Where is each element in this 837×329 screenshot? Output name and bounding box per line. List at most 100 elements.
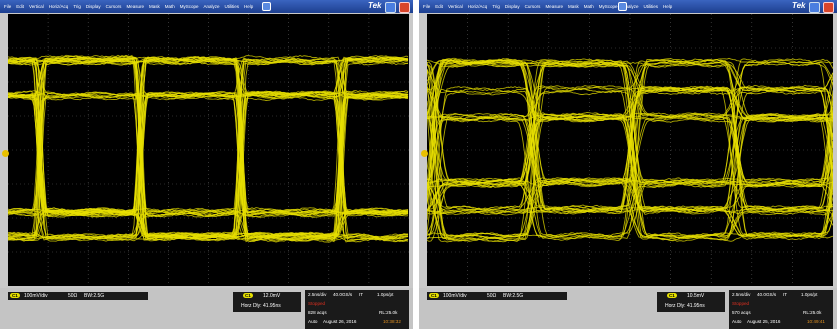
menu-item[interactable]: Math: [584, 4, 594, 9]
channel-readout[interactable]: C1 100mV/div 50Ω BW:2.5G: [8, 292, 148, 300]
time: 10:38:32: [383, 319, 401, 324]
menu-item[interactable]: Mask: [568, 4, 579, 9]
menu-item[interactable]: Trig: [73, 4, 81, 9]
menu-item[interactable]: Help: [244, 4, 253, 9]
menu-item[interactable]: Utilities: [225, 4, 240, 9]
waveform-trace: [8, 91, 408, 217]
resolution: 1.0ps/pt: [377, 292, 393, 297]
brand-logo: Tek: [792, 1, 806, 10]
sample-rate: 40.0GS/s: [757, 292, 776, 297]
waveform-area: [8, 14, 409, 286]
menu-item[interactable]: Utilities: [644, 4, 659, 9]
menu-item[interactable]: Horiz/Acq: [468, 4, 488, 9]
timebase: 2.5ns/div: [308, 292, 326, 297]
menu-item[interactable]: Analyze: [204, 4, 220, 9]
channel-label: C1: [429, 293, 439, 298]
menu-item[interactable]: Cursors: [106, 4, 122, 9]
trigger-level: 12.0mV: [263, 293, 280, 299]
waveform-trace: [8, 58, 408, 212]
help-icon[interactable]: [262, 2, 271, 11]
menu-item[interactable]: Display: [86, 4, 101, 9]
scope-screen: File Edit Vertical Horiz/Acq Trig Display Curs…: [0, 0, 413, 329]
acq-mode: IT: [783, 292, 787, 297]
minimize-button[interactable]: [385, 2, 396, 13]
record-length: RL:25.0k: [379, 310, 397, 315]
waveform-trace: [427, 62, 833, 187]
close-button[interactable]: [823, 2, 834, 13]
bandwidth: BW:2.5G: [84, 293, 104, 299]
acquisitions: 828 acqs: [308, 310, 327, 315]
graticule: [8, 14, 409, 286]
run-state: Stopped: [308, 301, 325, 306]
menu-item[interactable]: Display: [505, 4, 520, 9]
trigger-readout[interactable]: C1 10.5mV Horz Dly: 41.95ns: [657, 292, 725, 312]
waveform-trace: [8, 92, 408, 240]
acquisitions: 570 acqs: [732, 310, 751, 315]
waveform-trace: [8, 60, 408, 213]
menu-item[interactable]: Trig: [492, 4, 500, 9]
acquisition-readout[interactable]: 2.5ns/div 40.0GS/s IT 1.0ps/pt Stopped 828 ac…: [305, 290, 409, 329]
graticule: [427, 14, 833, 286]
menu-item[interactable]: File: [4, 4, 11, 9]
waveform-trace: [8, 92, 408, 240]
status-panel: C1 100mV/div 50Ω BW:2.5G C1 12.0mV Horz Dly: 4…: [0, 288, 413, 329]
resolution: 1.0ps/pt: [801, 292, 817, 297]
waveform-trace: [8, 56, 408, 215]
horizontal-delay: Horz Dly: 41.95ns: [665, 303, 705, 309]
status-panel: C1100mV/div50ΩBW:2.5GC110.5mVHorz Dly: 4…: [419, 288, 837, 329]
menu-item[interactable]: Help: [663, 4, 672, 9]
waveform-trace: [8, 59, 408, 215]
channel-label: C1: [10, 293, 20, 298]
run-state: Stopped: [732, 301, 749, 306]
vertical-scale: 100mV/div: [24, 293, 48, 299]
waveform-trace: [8, 58, 408, 213]
menu-item[interactable]: Mask: [149, 4, 160, 9]
acq-mode: IT: [359, 292, 363, 297]
waveform-trace: [8, 56, 408, 217]
menu-bar: File Edit Vertical Horiz/Acq Trig Display Curs…: [0, 0, 413, 13]
trigger-channel: C1: [243, 293, 253, 298]
waveform-trace: [8, 59, 408, 216]
waveform-trace: [8, 94, 408, 215]
menu-item[interactable]: Edit: [16, 4, 24, 9]
horizontal-delay: Horz Dly: 41.95ns: [241, 303, 281, 309]
waveform-trace: [8, 92, 408, 241]
menu-bar: File Edit Vertical Horiz/Acq Trig Display Curs…: [419, 0, 837, 13]
trigger-channel: C1: [667, 293, 677, 298]
date: August 25, 2016: [747, 319, 780, 324]
sample-rate: 40.0GS/s: [333, 292, 352, 297]
menu-item[interactable]: Measure: [126, 4, 144, 9]
waveform-trace: [8, 91, 408, 241]
record-length: RL:25.0k: [803, 310, 821, 315]
menu-item[interactable]: Cursors: [525, 4, 541, 9]
vertical-scale: 100mV/div: [443, 293, 467, 299]
channel-marker: [2, 150, 9, 157]
waveform-trace: [8, 92, 408, 241]
time: 10:49:41: [807, 319, 825, 324]
close-button[interactable]: [399, 2, 410, 13]
waveform-trace: [8, 56, 408, 216]
help-icon[interactable]: [618, 2, 627, 11]
menu-item[interactable]: Vertical: [29, 4, 44, 9]
waveform-trace: [8, 58, 408, 214]
menu-item[interactable]: Edit: [435, 4, 443, 9]
menu-item[interactable]: MyScope: [180, 4, 199, 9]
menu-item[interactable]: Vertical: [448, 4, 463, 9]
menu-item[interactable]: MyScope: [599, 4, 618, 9]
menu-item[interactable]: File: [423, 4, 430, 9]
channel-marker: [421, 150, 428, 157]
trigger-readout[interactable]: C1 12.0mV Horz Dly: 41.95ns: [233, 292, 301, 312]
menu-item[interactable]: Horiz/Acq: [49, 4, 69, 9]
impedance: 50Ω: [68, 293, 77, 299]
timebase: 2.5ns/div: [732, 292, 750, 297]
minimize-button[interactable]: [809, 2, 820, 13]
menu-item[interactable]: Math: [165, 4, 175, 9]
waveform-trace: [8, 57, 408, 218]
trigger-level: 10.5mV: [687, 293, 704, 299]
menu-item[interactable]: Measure: [545, 4, 563, 9]
impedance: 50Ω: [487, 293, 496, 299]
acquisition-readout[interactable]: 2.5ns/div 40.0GS/s IT 1.0ps/pt Stopped 570 ac…: [729, 290, 833, 329]
scope-screen: File Edit Vertical Horiz/Acq Trig Display Curs…: [419, 0, 837, 329]
brand-logo: Tek: [368, 1, 382, 10]
